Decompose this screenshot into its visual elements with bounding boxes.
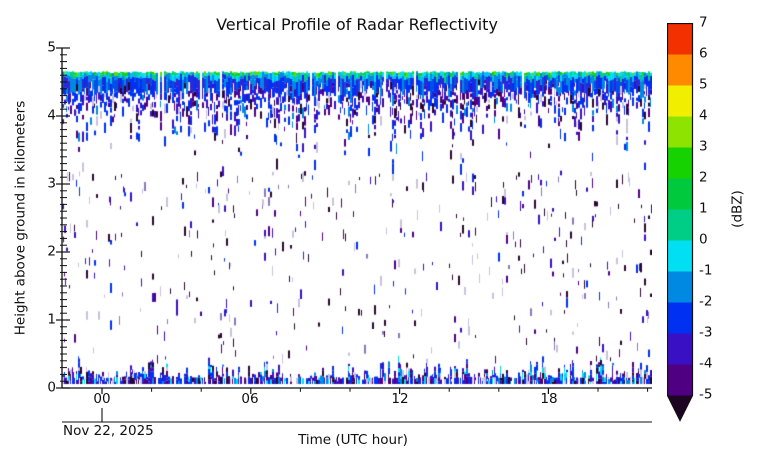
- colorbar-tick-label: 1: [699, 200, 708, 217]
- colorbar-segment: [667, 178, 693, 210]
- colorbar-tick-label: -4: [699, 355, 713, 372]
- colorbar-tick-label: 6: [699, 45, 708, 62]
- colorbar-segment: [667, 302, 693, 334]
- colorbar-axis-label: (dBZ): [729, 190, 746, 228]
- y-tick-label: 3: [47, 175, 56, 192]
- colorbar-segment: [667, 240, 693, 272]
- colorbar-tick-label: 3: [699, 138, 708, 155]
- colorbar-tick-label: 0: [699, 231, 708, 248]
- colorbar-outline: [667, 23, 694, 422]
- colorbar-segment: [667, 364, 693, 396]
- plot-area-heatmap: [62, 48, 652, 388]
- colorbar-tick-label: -1: [699, 262, 713, 279]
- colorbar-segment: [667, 333, 693, 365]
- colorbar-tick-label: 5: [699, 76, 708, 93]
- y-tick-label: 4: [47, 107, 56, 124]
- date-label: Nov 22, 2025: [63, 423, 154, 439]
- colorbar-segment: [667, 271, 693, 303]
- colorbar-tick-label: -5: [699, 386, 713, 403]
- y-tick-label: 2: [47, 243, 56, 260]
- colorbar-tick-label: 7: [699, 14, 708, 31]
- colorbar-extend-arrow: [667, 395, 693, 421]
- colorbar-segment: [667, 54, 693, 86]
- colorbar-segment: [667, 147, 693, 179]
- x-tick-label: 12: [391, 391, 409, 407]
- y-tick-label: 5: [47, 39, 56, 56]
- colorbar-segment: [667, 209, 693, 241]
- colorbar-tick-label: -2: [699, 293, 713, 310]
- colorbar-tick-label: 4: [699, 107, 708, 124]
- colorbar: [667, 23, 694, 422]
- x-tick-label: 18: [540, 391, 558, 407]
- colorbar-segment: [667, 116, 693, 148]
- x-tick-label: 06: [241, 391, 259, 407]
- x-tick-label: 00: [93, 391, 111, 407]
- y-tick-label: 1: [47, 311, 56, 328]
- chart-title: Vertical Profile of Radar Reflectivity: [216, 15, 498, 34]
- y-tick-label: 0: [47, 379, 56, 396]
- colorbar-segment: [667, 85, 693, 117]
- colorbar-segment: [667, 23, 693, 55]
- colorbar-tick-label: -3: [699, 324, 713, 341]
- x-axis-label: Time (UTC hour): [298, 432, 408, 448]
- colorbar-tick-label: 2: [699, 169, 708, 186]
